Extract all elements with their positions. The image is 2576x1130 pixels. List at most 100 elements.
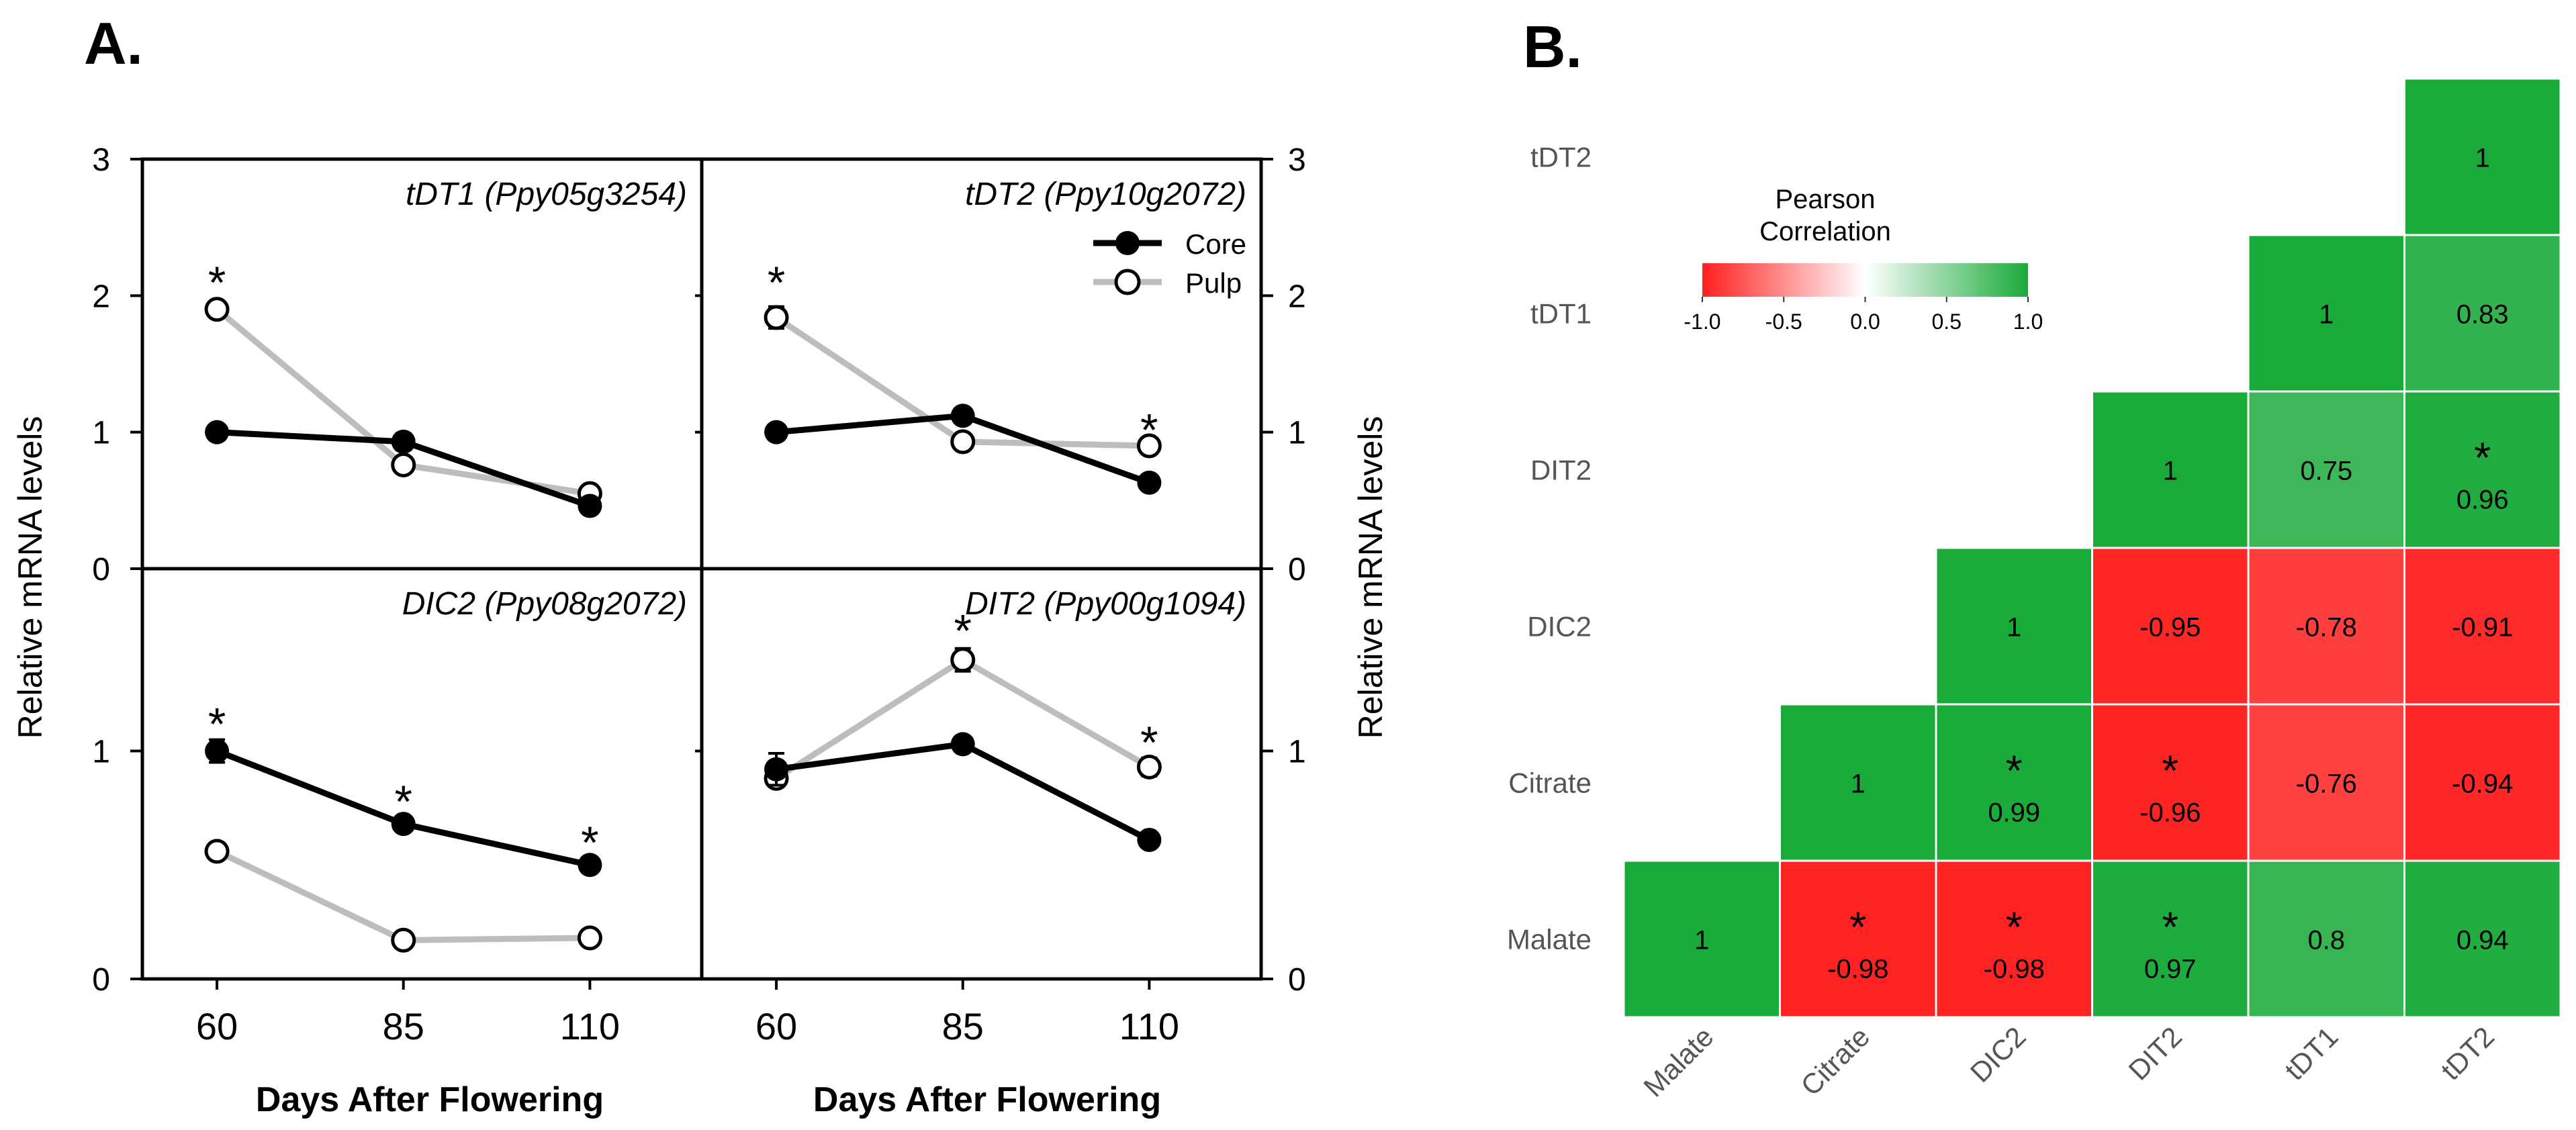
significance-asterisk: * <box>581 817 598 868</box>
heatmap-cell-value: 1 <box>2319 300 2334 330</box>
heatmap-cell-dit2-tdt2: *0.96 <box>2403 390 2562 549</box>
colorbar: Pearson Correlation -1.0 -0.5 0.0 0.5 1.0 <box>1684 185 2043 334</box>
heatmap-cell-malate-dic2: * -0.98 <box>1935 859 2093 1019</box>
y-tick-label: 1 <box>1288 735 1306 770</box>
subplot-title: DIC2 (Ppy08g2072) <box>402 586 687 622</box>
y-tick-label: 1 <box>92 735 110 770</box>
data-point-core <box>950 404 975 428</box>
heatmap-cell-citrate-tdt2: -0.94 <box>2403 703 2562 862</box>
data-point-pulp <box>764 305 789 330</box>
data-point-core <box>764 420 789 444</box>
subplot-title: tDT1 (Ppy05g3254) <box>406 177 687 212</box>
heatmap-cell-fill <box>2247 703 2405 862</box>
y-tick-label: 3 <box>92 142 110 178</box>
column-label-citrate: Citrate <box>1794 1021 1876 1102</box>
y-tick-label: 0 <box>92 552 110 587</box>
heatmap-cell-tdt2-tdt2: 1 <box>2403 77 2562 236</box>
subplot-title: DIT2 (Ppy00g1094) <box>965 586 1246 622</box>
y-axis-label-right: Relative mRNA levels <box>1352 416 1389 739</box>
heatmap-cell-fill <box>2091 547 2250 706</box>
subplot-dit2-ppy00g1094: DIT2 (Ppy00g1094) 0 1 60 85 110 * * <box>755 586 1306 1047</box>
heatmap-cell-value: 1 <box>2163 457 2178 486</box>
data-point-pulp <box>950 647 976 673</box>
data-point-pulp <box>204 839 230 864</box>
significance-asterisk: * <box>394 776 412 827</box>
data-point-pulp <box>1136 754 1162 780</box>
data-point-pulp <box>950 429 976 455</box>
heatmap-cell-value: 1 <box>1851 769 1866 799</box>
heatmap-cell-value: -0.96 <box>2140 798 2201 828</box>
data-point-core <box>1137 470 1162 495</box>
x-tick-label: 110 <box>1119 1005 1179 1047</box>
data-point-core <box>578 493 602 518</box>
column-label-dit2: DIT2 <box>2123 1021 2189 1086</box>
colorbar-ticks: -1.0 -0.5 0.0 0.5 1.0 <box>1684 297 2043 334</box>
y-tick-label: 0 <box>92 962 110 998</box>
colorbar-tick-label: -0.5 <box>1765 310 1802 334</box>
colorbar-tick-label: 1.0 <box>2013 310 2043 334</box>
heatmap-cell-malate-tdt1: 0.8 <box>2247 859 2405 1019</box>
significance-asterisk: * <box>2162 747 2178 795</box>
heatmap-cell-fill <box>2403 547 2562 706</box>
heatmap-cell-malate-dit2: * 0.97 <box>2091 859 2250 1019</box>
heatmap-cell-dic2-dic2: 1 <box>1935 547 2093 706</box>
row-label-dic2: DIC2 <box>1527 611 1592 643</box>
colorbar-gradient <box>1702 263 2028 297</box>
data-point-core <box>1137 827 1162 852</box>
legend-core-label: Core <box>1185 228 1246 260</box>
x-axis-label-left: Days After Flowering <box>256 1080 604 1119</box>
heatmap-cell-dit2-tdt1: 0.75 <box>2247 390 2405 549</box>
heatmap-cell-dit2-dit2: 1 <box>2091 390 2250 549</box>
y-tick-label: 1 <box>92 416 110 451</box>
colorbar-title-line1: Pearson <box>1776 185 1876 214</box>
heatmap-cell-value: -0.78 <box>2296 613 2357 643</box>
y-tick-label: 3 <box>1288 142 1306 178</box>
data-point-pulp <box>391 452 416 477</box>
subplot-tdt1-ppy05g3254: tDT1 (Ppy05g3254) 0 1 2 3 * <box>92 142 702 587</box>
significance-asterisk: * <box>1140 404 1158 455</box>
legend-core-marker <box>1115 231 1140 255</box>
heatmap-cell-value: 0.83 <box>2456 300 2509 330</box>
x-tick-label: 60 <box>196 1005 238 1047</box>
series-line-pulp <box>216 848 590 943</box>
heatmap-cell-value: -0.91 <box>2452 613 2513 643</box>
heatmap-cell-malate-malate: 1 <box>1622 859 1781 1019</box>
x-axis-label-right: Days After Flowering <box>813 1080 1161 1119</box>
heatmap-cell-value: 0.8 <box>2307 926 2345 955</box>
data-point-pulp <box>577 925 602 951</box>
data-point-pulp <box>204 297 230 322</box>
row-label-citrate: Citrate <box>1508 767 1592 799</box>
data-point-core <box>391 812 416 837</box>
data-point-core <box>578 853 602 878</box>
row-label-tdt1: tDT1 <box>1530 298 1592 330</box>
legend: Core Pulp <box>1093 228 1246 299</box>
heatmap-cell-value: 0.75 <box>2300 457 2352 486</box>
y-tick-label: 0 <box>1288 552 1306 587</box>
x-tick-label: 85 <box>383 1005 424 1047</box>
heatmap-cell-citrate-tdt1: -0.76 <box>2247 703 2405 862</box>
colorbar-tick-label: 0.0 <box>1850 310 1880 334</box>
heatmap-cell-citrate-citrate: 1 <box>1779 703 1937 862</box>
x-tick-label: 110 <box>560 1005 620 1047</box>
heatmap-cell-fill <box>1935 547 2093 706</box>
significance-asterisk: * <box>2162 903 2178 951</box>
heatmap-cell-tdt1-tdt1: 1 <box>2247 234 2405 393</box>
significance-asterisk: * <box>208 699 226 750</box>
heatmap-cell-dic2-tdt2: -0.91 <box>2403 547 2562 706</box>
series-line-core <box>776 741 1151 843</box>
panel-b-label: B. <box>1523 13 1582 80</box>
y-tick-label: 0 <box>1288 962 1306 998</box>
row-label-malate: Malate <box>1507 924 1592 955</box>
panel-b-heatmap: 1 *-0.98*-0.98*0.970.8 0.941 *0.99*-0.96-0.… <box>1507 77 2562 1103</box>
heatmap-cell-value: 0.99 <box>1988 798 2040 828</box>
significance-asterisk: * <box>768 257 785 308</box>
colorbar-title-line2: Correlation <box>1759 217 1891 246</box>
heatmap-cell-citrate-dic2: *0.99 <box>1935 703 2093 862</box>
heatmap-cell-value: 0.94 <box>2456 926 2509 955</box>
heatmap-cell-fill <box>1779 703 1937 862</box>
data-point-core <box>764 757 789 782</box>
colorbar-tick-label: -1.0 <box>1684 310 1720 334</box>
significance-asterisk: * <box>1140 717 1158 768</box>
heatmap-cell-value: -0.98 <box>1984 955 2045 984</box>
